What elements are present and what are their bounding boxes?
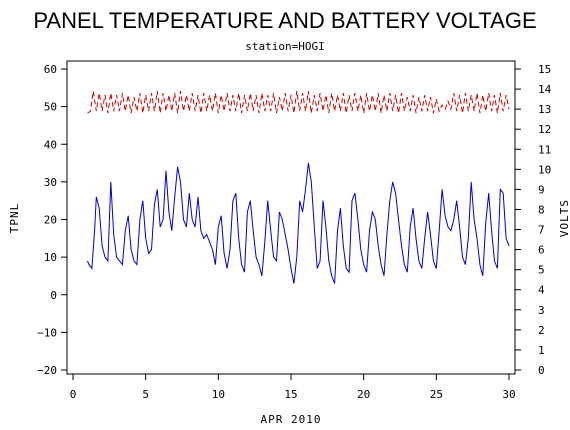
x-tick-label: 10 xyxy=(212,388,225,401)
x-tick-label: 0 xyxy=(70,388,77,401)
plot-frame xyxy=(66,60,516,375)
chart-title: PANEL TEMPERATURE AND BATTERY VOLTAGE xyxy=(33,8,536,33)
x-tick-label: 5 xyxy=(142,388,149,401)
right-tick-label: 8 xyxy=(538,203,545,216)
chart-subtitle: station=HOGI xyxy=(245,40,324,53)
x-tick-label: 15 xyxy=(284,388,297,401)
x-tick-label: 30 xyxy=(502,388,515,401)
right-tick-label: 15 xyxy=(538,63,551,76)
x-axis-ticks: 0 5 10 15 20 25 30 xyxy=(70,374,516,401)
right-tick-label: 0 xyxy=(538,364,545,377)
right-tick-label: 4 xyxy=(538,284,545,297)
right-tick-label: 11 xyxy=(538,143,551,156)
x-axis-label: APR 2010 xyxy=(261,413,322,426)
volts-series-line xyxy=(87,91,510,114)
x-tick-label: 25 xyxy=(430,388,443,401)
left-tick-label: 20 xyxy=(44,214,57,227)
left-tick-label: 50 xyxy=(44,101,57,114)
right-tick-label: 2 xyxy=(538,324,545,337)
right-tick-label: 10 xyxy=(538,163,551,176)
right-tick-label: 5 xyxy=(538,264,545,277)
right-tick-label: 3 xyxy=(538,304,545,317)
right-tick-label: 7 xyxy=(538,224,545,237)
right-axis-label: VOLTS xyxy=(558,199,570,237)
right-tick-label: 6 xyxy=(538,244,545,257)
right-tick-label: 12 xyxy=(538,123,551,136)
left-tick-label: 40 xyxy=(44,138,57,151)
left-tick-label: 60 xyxy=(44,63,57,76)
tpnl-series-line xyxy=(87,163,510,284)
left-axis-label: TPNL xyxy=(8,203,21,234)
right-tick-label: 9 xyxy=(538,183,545,196)
left-axis-ticks: −20 −10 0 10 20 30 40 50 60 xyxy=(37,63,67,377)
left-tick-label: −20 xyxy=(37,364,57,377)
left-tick-label: 30 xyxy=(44,176,57,189)
series-layer xyxy=(87,91,510,284)
x-tick-label: 20 xyxy=(357,388,370,401)
right-tick-label: 14 xyxy=(538,83,552,96)
right-tick-label: 13 xyxy=(538,103,551,116)
right-tick-label: 1 xyxy=(538,344,545,357)
left-tick-label: 10 xyxy=(44,251,57,264)
left-tick-label: −10 xyxy=(37,326,57,339)
left-tick-label: 0 xyxy=(50,289,57,302)
